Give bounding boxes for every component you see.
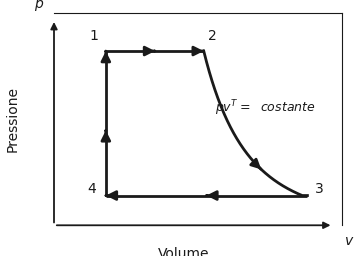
Text: $pv^{T}=\ \ costante$: $pv^{T}=\ \ costante$ — [215, 99, 316, 118]
Text: v: v — [345, 234, 353, 248]
Text: 3: 3 — [315, 182, 323, 196]
Text: p: p — [34, 0, 42, 11]
Text: Volume: Volume — [158, 247, 210, 256]
Text: Pressione: Pressione — [5, 86, 19, 152]
Text: 1: 1 — [90, 29, 99, 42]
Text: 4: 4 — [87, 182, 96, 196]
Text: 2: 2 — [208, 29, 217, 42]
